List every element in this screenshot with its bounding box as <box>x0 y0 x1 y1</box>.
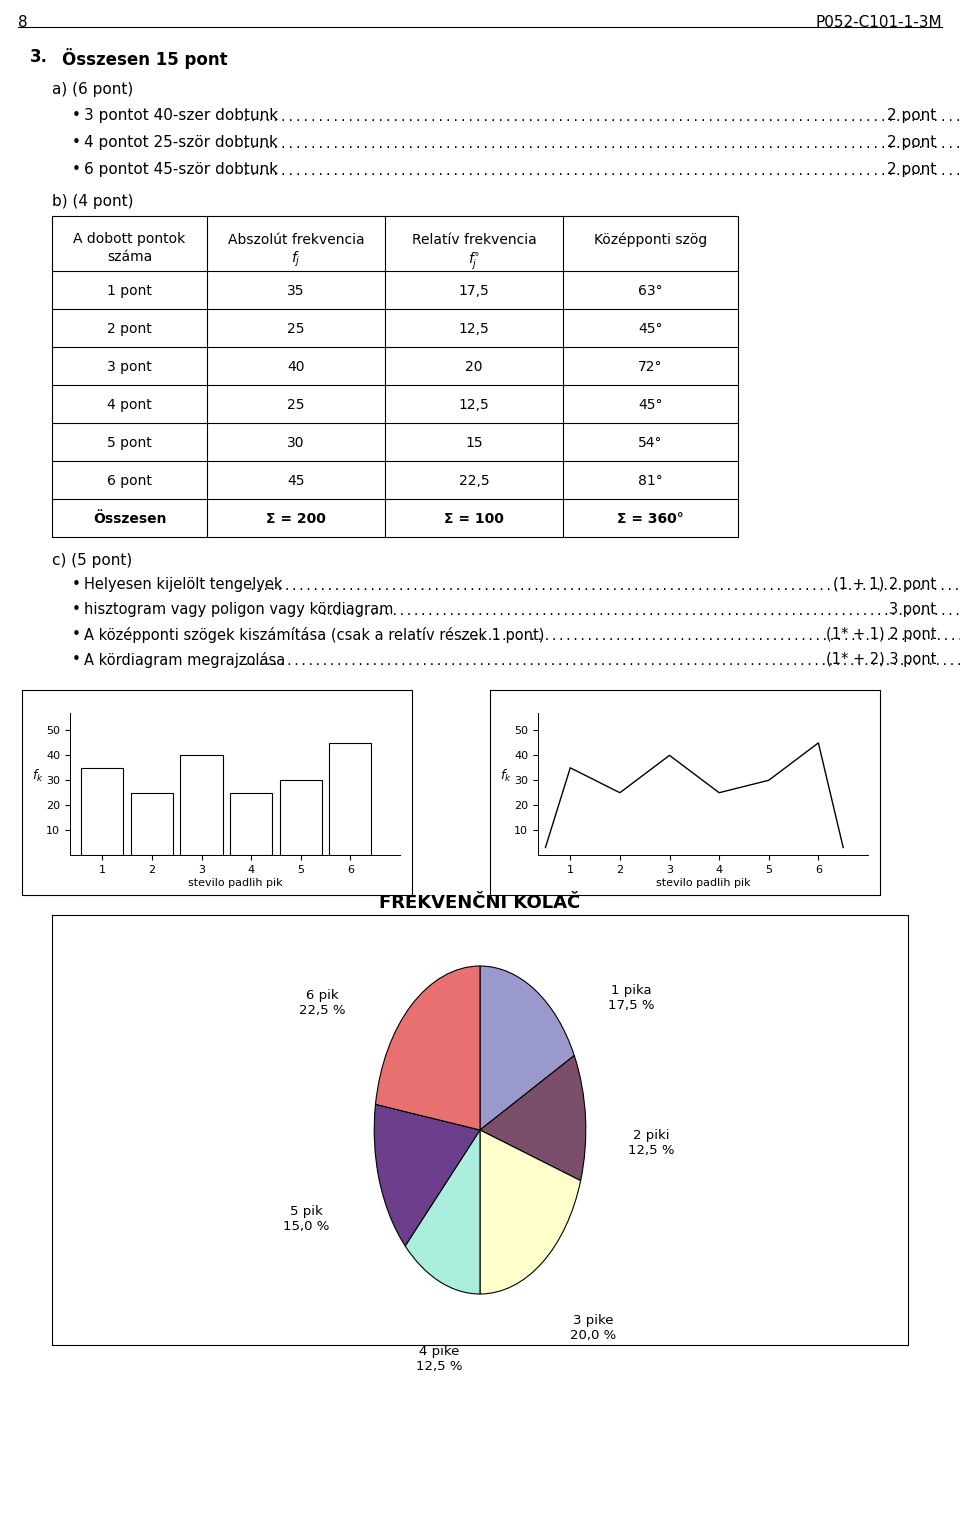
Text: •: • <box>72 627 81 642</box>
Text: 45: 45 <box>287 474 304 487</box>
Text: 2 pont: 2 pont <box>108 322 152 336</box>
Text: 3 pontot 40-szer dobtunk: 3 pontot 40-szer dobtunk <box>84 107 278 123</box>
Text: (1 + 1) 2 pont: (1 + 1) 2 pont <box>833 576 936 592</box>
Text: 3.: 3. <box>30 48 48 66</box>
Text: Összesen 15 pont: Összesen 15 pont <box>62 48 228 69</box>
Text: 6 pontot 45-ször dobtunk: 6 pontot 45-ször dobtunk <box>84 162 278 176</box>
Text: •: • <box>72 652 81 667</box>
Text: 45°: 45° <box>638 399 662 412</box>
Y-axis label: $f_k$: $f_k$ <box>32 768 44 783</box>
Text: ................................................................................: ........................................… <box>320 606 960 618</box>
Text: 25: 25 <box>287 399 304 412</box>
Text: hisztogram vagy poligon vagy kördiagram: hisztogram vagy poligon vagy kördiagram <box>84 602 394 616</box>
Text: 3 pike
20,0 %: 3 pike 20,0 % <box>570 1314 616 1343</box>
Wedge shape <box>375 966 480 1130</box>
Text: (1* + 1) 2 pont: (1* + 1) 2 pont <box>826 627 936 642</box>
Text: Σ = 200: Σ = 200 <box>266 512 326 526</box>
Text: •: • <box>72 107 81 123</box>
Bar <box>82 768 123 855</box>
Wedge shape <box>374 1104 480 1246</box>
Y-axis label: $f_k$: $f_k$ <box>500 768 512 783</box>
Text: b) (4 pont): b) (4 pont) <box>52 195 133 208</box>
Text: 2 pont: 2 pont <box>887 135 936 150</box>
Text: 4 pontot 25-ször dobtunk: 4 pontot 25-ször dobtunk <box>84 135 277 150</box>
Text: ................................................................................: ........................................… <box>242 110 960 124</box>
Text: ................................................................................: ........................................… <box>242 166 960 178</box>
Text: 5 pik
15,0 %: 5 pik 15,0 % <box>283 1205 329 1233</box>
Text: Középponti szög: Középponti szög <box>594 233 708 247</box>
Text: 1 pika
17,5 %: 1 pika 17,5 % <box>608 984 655 1012</box>
Text: 12,5: 12,5 <box>459 399 490 412</box>
Text: ................................................................................: ........................................… <box>248 579 960 593</box>
Bar <box>131 793 173 855</box>
X-axis label: stevilo padlih pik: stevilo padlih pik <box>656 877 751 888</box>
Wedge shape <box>480 1056 586 1180</box>
Bar <box>180 756 223 855</box>
Text: (1* + 2) 3 pont: (1* + 2) 3 pont <box>826 652 936 667</box>
Text: 4 pont: 4 pont <box>108 399 152 412</box>
Text: 35: 35 <box>287 284 304 297</box>
Text: A középponti szögek kiszámítása (csak a relatív részek 1 pont): A középponti szögek kiszámítása (csak a … <box>84 627 544 642</box>
Text: 25: 25 <box>287 322 304 336</box>
Text: 17,5: 17,5 <box>459 284 490 297</box>
Text: •: • <box>72 135 81 150</box>
Text: ................................................................................: ........................................… <box>242 138 960 150</box>
Text: ................................................................................: ........................................… <box>236 655 960 668</box>
Text: Abszolút frekvencia: Abszolút frekvencia <box>228 233 364 247</box>
Text: 6 pont: 6 pont <box>108 474 152 487</box>
Text: 63°: 63° <box>638 284 662 297</box>
Text: 8: 8 <box>18 15 28 31</box>
Text: száma: száma <box>107 250 152 264</box>
Text: Σ = 100: Σ = 100 <box>444 512 504 526</box>
Text: 54°: 54° <box>638 435 662 451</box>
Text: •: • <box>72 576 81 592</box>
Text: 2 piki
12,5 %: 2 piki 12,5 % <box>628 1128 674 1157</box>
Text: 72°: 72° <box>638 360 662 374</box>
Text: 20: 20 <box>466 360 483 374</box>
Text: A dobott pontok: A dobott pontok <box>73 233 185 247</box>
Text: 22,5: 22,5 <box>459 474 490 487</box>
Text: 40: 40 <box>287 360 304 374</box>
Text: c) (5 pont): c) (5 pont) <box>52 553 132 569</box>
Text: 2 pont: 2 pont <box>887 162 936 176</box>
Text: 1 pont: 1 pont <box>108 284 152 297</box>
X-axis label: stevilo padlih pik: stevilo padlih pik <box>188 877 282 888</box>
Text: A kördiagram megrajzolása: A kördiagram megrajzolása <box>84 652 285 668</box>
Text: a) (6 pont): a) (6 pont) <box>52 81 133 97</box>
Text: 3 pont: 3 pont <box>108 360 152 374</box>
Text: Σ = 360°: Σ = 360° <box>617 512 684 526</box>
Text: Összesen: Összesen <box>93 512 166 526</box>
Text: 45°: 45° <box>638 322 662 336</box>
Text: 5 pont: 5 pont <box>108 435 152 451</box>
Text: $f_j$: $f_j$ <box>291 250 300 270</box>
Bar <box>230 793 273 855</box>
Wedge shape <box>480 966 574 1130</box>
Bar <box>329 744 372 855</box>
Text: ................................................................................: ........................................… <box>458 630 960 642</box>
Wedge shape <box>480 1130 581 1294</box>
Wedge shape <box>405 1130 480 1294</box>
Text: $f_j^{\circ}$: $f_j^{\circ}$ <box>468 250 480 271</box>
Bar <box>279 780 322 855</box>
Text: 12,5: 12,5 <box>459 322 490 336</box>
Text: 3 pont: 3 pont <box>889 602 936 616</box>
Text: 6 pik
22,5 %: 6 pik 22,5 % <box>299 989 346 1016</box>
Text: •: • <box>72 602 81 616</box>
Text: 2 pont: 2 pont <box>887 107 936 123</box>
Text: Relatív frekvencia: Relatív frekvencia <box>412 233 537 247</box>
Title: FREKVENČNI KOLAČ: FREKVENČNI KOLAČ <box>379 894 581 912</box>
Text: P052-C101-1-3M: P052-C101-1-3M <box>815 15 942 31</box>
Text: 15: 15 <box>466 435 483 451</box>
Text: 4 pike
12,5 %: 4 pike 12,5 % <box>416 1344 463 1372</box>
Text: Helyesen kijelölt tengelyek: Helyesen kijelölt tengelyek <box>84 576 282 592</box>
Text: •: • <box>72 162 81 176</box>
Text: 30: 30 <box>287 435 304 451</box>
Text: 81°: 81° <box>638 474 662 487</box>
